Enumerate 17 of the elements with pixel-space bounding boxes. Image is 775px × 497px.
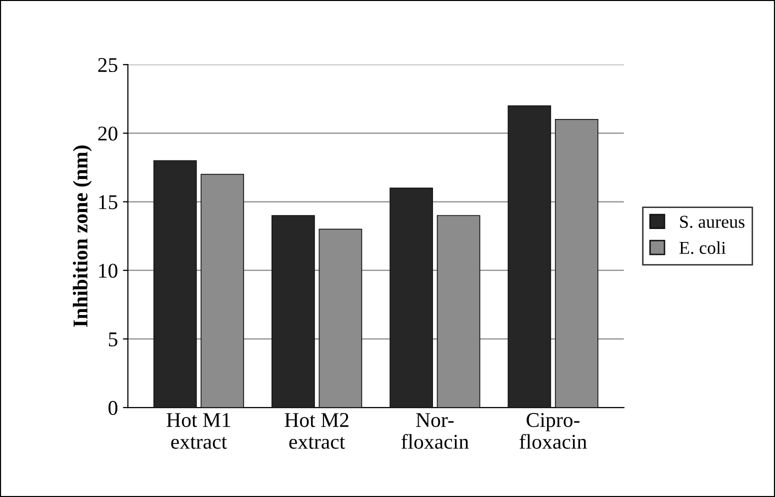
y-tick-label: 15 xyxy=(99,195,118,210)
bar xyxy=(272,215,315,408)
x-tick-label: Nor- floxacin xyxy=(401,413,469,449)
bar xyxy=(508,105,552,408)
y-tick-label: 10 xyxy=(99,264,118,278)
x-tick-label: Hot M2 extract xyxy=(284,413,348,449)
y-tick-label: 20 xyxy=(98,126,118,141)
y-tick-label: 0 xyxy=(108,400,118,415)
legend-label: S. aureus xyxy=(680,216,744,228)
legend-label: E. coli xyxy=(679,241,726,254)
bar xyxy=(390,188,433,408)
y-axis-title: Inhibition zone (nm) xyxy=(72,146,92,327)
y-tick-label: 5 xyxy=(108,332,118,346)
x-tick-label: Hot M1 extract xyxy=(166,413,230,449)
y-tick-label: 25 xyxy=(98,58,118,72)
bar xyxy=(153,160,197,408)
x-tick-label: Cipro- floxacin xyxy=(520,413,587,449)
